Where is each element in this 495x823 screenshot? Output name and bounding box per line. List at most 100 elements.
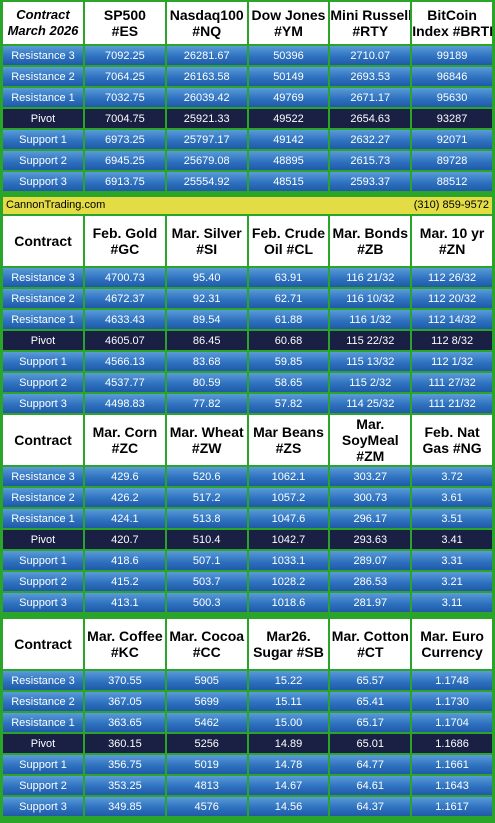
value-cell: 86.45 [166, 331, 247, 350]
header-bitcoin: BitCoin Index #BRTI [412, 2, 492, 44]
row-label: Resistance 3 [3, 671, 83, 690]
row-label: Support 3 [3, 593, 83, 612]
value-cell: 2671.17 [330, 88, 411, 107]
value-cell: 6945.25 [85, 151, 165, 170]
row-label: Resistance 3 [3, 268, 83, 287]
table-row: Resistance 2 426.2 517.2 1057.2 300.73 3.61 [3, 488, 492, 507]
value-cell: 3.72 [412, 467, 492, 486]
table-row: Pivot 420.7 510.4 1042.7 293.63 3.41 [3, 530, 492, 549]
value-cell: 303.27 [330, 467, 411, 486]
table-row: Resistance 3 370.55 5905 15.22 65.57 1.1748 [3, 671, 492, 690]
value-cell: 289.07 [330, 551, 411, 570]
value-cell: 80.59 [166, 373, 247, 392]
value-cell: 49769 [248, 88, 329, 107]
header-wheat: Mar. Wheat #ZW [166, 415, 247, 465]
header-contract: Contract [3, 415, 83, 465]
value-cell: 1.1730 [412, 692, 492, 711]
row-label: Support 1 [3, 352, 83, 371]
value-cell: 7004.75 [85, 109, 165, 128]
value-cell: 95630 [412, 88, 492, 107]
row-label: Resistance 1 [3, 88, 83, 107]
header-cotton: Mar. Cotton #CT [330, 619, 411, 669]
value-cell: 59.85 [248, 352, 329, 371]
table-row: Pivot 7004.75 25921.33 49522 2654.63 93287 [3, 109, 492, 128]
header-bonds: Mar. Bonds #ZB [330, 216, 411, 266]
value-cell: 48895 [248, 151, 329, 170]
table-row: Resistance 2 367.05 5699 15.11 65.41 1.1730 [3, 692, 492, 711]
table-row: Resistance 3 4700.73 95.40 63.91 116 21/32 11… [3, 268, 492, 287]
table-row: Resistance 1 363.65 5462 15.00 65.17 1.1704 [3, 713, 492, 732]
value-cell: 14.89 [248, 734, 329, 753]
header-10yr: Mar. 10 yr #ZN [412, 216, 492, 266]
value-cell: 93287 [412, 109, 492, 128]
table-row: Resistance 1 7032.75 26039.42 49769 2671.17 9… [3, 88, 492, 107]
table-row: Resistance 3 7092.25 26281.67 50396 2710.07 9… [3, 46, 492, 65]
value-cell: 112 20/32 [412, 289, 492, 308]
table-row: Resistance 2 7064.25 26163.58 50149 2693.53 9… [3, 67, 492, 86]
value-cell: 4537.77 [85, 373, 165, 392]
row-label: Support 1 [3, 551, 83, 570]
value-cell: 4576 [166, 797, 247, 816]
value-cell: 62.71 [248, 289, 329, 308]
value-cell: 360.15 [85, 734, 165, 753]
value-cell: 25679.08 [166, 151, 247, 170]
row-label: Support 2 [3, 776, 83, 795]
value-cell: 5462 [166, 713, 247, 732]
value-cell: 3.51 [412, 509, 492, 528]
table-row: Pivot 4605.07 86.45 60.68 115 22/32 112 8/32 [3, 331, 492, 350]
row-label: Support 2 [3, 373, 83, 392]
value-cell: 420.7 [85, 530, 165, 549]
row-label: Pivot [3, 331, 83, 350]
value-cell: 25921.33 [166, 109, 247, 128]
value-cell: 286.53 [330, 572, 411, 591]
table-row: Support 1 4566.13 83.68 59.85 115 13/32 112 1… [3, 352, 492, 371]
value-cell: 49522 [248, 109, 329, 128]
value-cell: 281.97 [330, 593, 411, 612]
table-row: Support 2 6945.25 25679.08 48895 2615.73 8972… [3, 151, 492, 170]
value-cell: 89728 [412, 151, 492, 170]
value-cell: 50149 [248, 67, 329, 86]
value-cell: 65.01 [330, 734, 411, 753]
header-beans: Mar Beans #ZS [248, 415, 329, 465]
header-cocoa: Mar. Cocoa #CC [166, 619, 247, 669]
value-cell: 4566.13 [85, 352, 165, 371]
table-row: Pivot 360.15 5256 14.89 65.01 1.1686 [3, 734, 492, 753]
header-russell: Mini Russell #RTY [330, 2, 411, 44]
value-cell: 25554.92 [166, 172, 247, 191]
value-cell: 1018.6 [248, 593, 329, 612]
value-cell: 503.7 [166, 572, 247, 591]
value-cell: 513.8 [166, 509, 247, 528]
value-cell: 49142 [248, 130, 329, 149]
value-cell: 1.1704 [412, 713, 492, 732]
value-cell: 57.82 [248, 394, 329, 413]
value-cell: 363.65 [85, 713, 165, 732]
value-cell: 4633.43 [85, 310, 165, 329]
value-cell: 5699 [166, 692, 247, 711]
value-cell: 2693.53 [330, 67, 411, 86]
value-cell: 4498.83 [85, 394, 165, 413]
row-label: Resistance 1 [3, 509, 83, 528]
site-name: CannonTrading.com [6, 199, 106, 211]
value-cell: 115 22/32 [330, 331, 411, 350]
row-label: Resistance 1 [3, 713, 83, 732]
phone-number: (310) 859-9572 [413, 199, 489, 211]
value-cell: 92071 [412, 130, 492, 149]
value-cell: 26163.58 [166, 67, 247, 86]
table-row: Support 2 4537.77 80.59 58.65 115 2/32 111 27… [3, 373, 492, 392]
value-cell: 83.68 [166, 352, 247, 371]
header-dow: Dow Jones #YM [248, 2, 329, 44]
table-row: Support 3 413.1 500.3 1018.6 281.97 3.11 [3, 593, 492, 612]
value-cell: 60.68 [248, 331, 329, 350]
value-cell: 7092.25 [85, 46, 165, 65]
value-cell: 1028.2 [248, 572, 329, 591]
value-cell: 3.31 [412, 551, 492, 570]
value-cell: 1042.7 [248, 530, 329, 549]
value-cell: 2654.63 [330, 109, 411, 128]
row-label: Support 1 [3, 130, 83, 149]
value-cell: 3.61 [412, 488, 492, 507]
value-cell: 15.22 [248, 671, 329, 690]
value-cell: 5256 [166, 734, 247, 753]
header-crude: Feb. Crude Oil #CL [248, 216, 329, 266]
value-cell: 293.63 [330, 530, 411, 549]
value-cell: 65.17 [330, 713, 411, 732]
